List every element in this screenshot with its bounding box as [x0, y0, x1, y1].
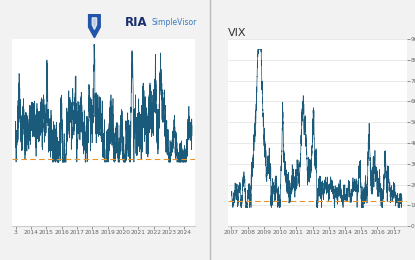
Text: RIA: RIA [124, 16, 147, 29]
Text: VIX: VIX [228, 28, 247, 38]
Polygon shape [89, 14, 100, 38]
Polygon shape [92, 18, 97, 30]
Text: SimpleVisor: SimpleVisor [151, 18, 197, 27]
